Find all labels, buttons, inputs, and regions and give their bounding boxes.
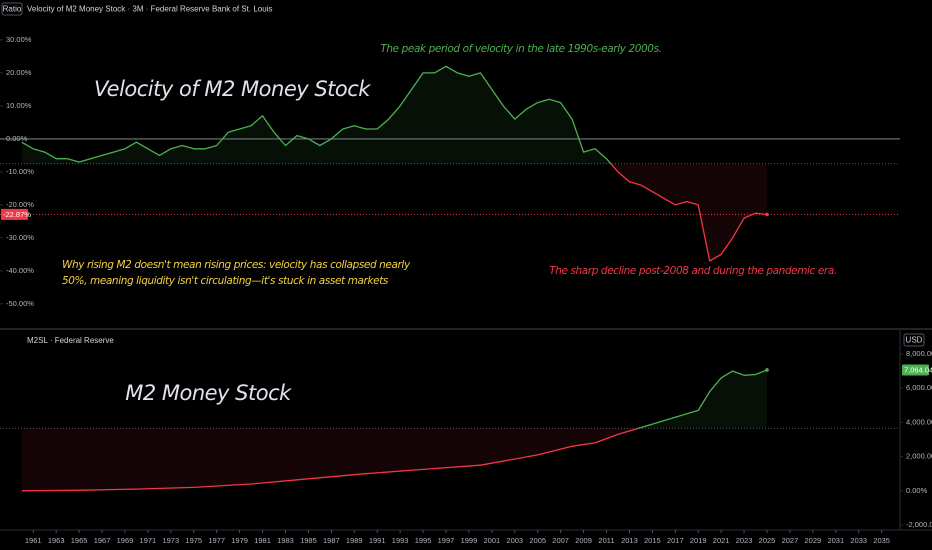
x-tick-label: 2023 — [736, 536, 753, 545]
pane-title: Velocity of M2 Money Stock · 3M · Federa… — [27, 5, 272, 14]
x-tick-label: 1995 — [415, 536, 432, 545]
y-tick-label: 4,000.00% — [906, 417, 932, 426]
x-tick-label: 1961 — [25, 536, 42, 545]
x-tick-label: 1981 — [254, 536, 271, 545]
y-tick-label: 30.00% — [6, 35, 32, 44]
x-tick-label: 2035 — [873, 536, 890, 545]
x-tick-label: 1993 — [392, 536, 409, 545]
x-tick-label: 2031 — [827, 536, 844, 545]
x-tick-label: 1999 — [461, 536, 478, 545]
x-tick-label: 1987 — [323, 536, 340, 545]
scale-label[interactable]: Ratio — [3, 5, 22, 14]
value-badge — [902, 364, 929, 376]
x-tick-label: 1973 — [162, 536, 179, 545]
x-tick-label: 1975 — [185, 536, 202, 545]
pane-title: M2SL · Federal Reserve — [27, 336, 114, 345]
currency-label[interactable]: USD — [906, 336, 923, 345]
value-label: -22.87% — [3, 210, 31, 219]
y-tick-label: 6,000.00% — [906, 383, 932, 392]
x-tick-label: 2033 — [850, 536, 867, 545]
y-tick-label: -50.00% — [6, 299, 34, 308]
area — [21, 66, 768, 261]
y-tick-label: 0.00% — [6, 134, 28, 143]
x-tick-label: 2021 — [713, 536, 730, 545]
annotation: The peak period of velocity in the late … — [380, 43, 661, 55]
x-tick-label: 1965 — [71, 536, 88, 545]
x-tick-label: 1989 — [346, 536, 363, 545]
value-label: 7,064.04% — [904, 365, 932, 374]
x-tick-label: 2029 — [805, 536, 822, 545]
y-tick-label: 8,000.00% — [906, 349, 932, 358]
y-tick-label: -10.00% — [6, 167, 34, 176]
x-tick-label: 2005 — [529, 536, 546, 545]
scale-button[interactable] — [1, 2, 23, 16]
currency-button[interactable] — [903, 333, 925, 347]
x-tick-label: 2001 — [484, 536, 501, 545]
last-point — [765, 368, 769, 372]
x-tick-label: 2011 — [598, 536, 614, 545]
y-tick-label: -40.00% — [6, 266, 34, 275]
x-tick-label: 2017 — [667, 536, 684, 545]
x-tick-label: 2015 — [644, 536, 661, 545]
x-tick-label: 1971 — [140, 536, 157, 545]
last-point — [765, 212, 769, 217]
x-tick-label: 2007 — [552, 536, 569, 545]
x-tick-label: 1997 — [438, 536, 455, 545]
x-tick-label: 2019 — [690, 536, 707, 545]
chart-label: Velocity of M2 Money Stock — [94, 77, 371, 101]
x-tick-label: 2009 — [575, 536, 592, 545]
y-tick-label: -30.00% — [6, 233, 34, 242]
y-tick-label: 0.00% — [906, 486, 928, 495]
line — [21, 369, 768, 492]
chart-label: M2 Money Stock — [125, 381, 292, 405]
x-tick-label: 1963 — [48, 536, 65, 545]
x-tick-label: 1977 — [208, 536, 225, 545]
y-tick-label: -2,000.00% — [906, 520, 932, 529]
x-tick-label: 2025 — [759, 536, 776, 545]
y-tick-label: 20.00% — [6, 68, 32, 77]
annotation: 50%, meaning liquidity isn't circulating… — [62, 275, 389, 287]
x-tick-label: 2013 — [621, 536, 638, 545]
y-tick-label: 10.00% — [6, 101, 32, 110]
x-tick-label: 1983 — [277, 536, 294, 545]
x-tick-label: 1985 — [300, 536, 317, 545]
y-tick-label: 2,000.00% — [906, 452, 932, 461]
x-tick-label: 2027 — [782, 536, 799, 545]
annotation: The sharp decline post-2008 and during t… — [549, 265, 837, 277]
line — [21, 65, 768, 262]
x-tick-label: 2003 — [506, 536, 523, 545]
x-tick-label: 1967 — [94, 536, 111, 545]
x-tick-label: 1991 — [369, 536, 386, 545]
area — [21, 370, 768, 491]
y-tick-label: -20.00% — [6, 200, 34, 209]
x-tick-label: 1979 — [231, 536, 248, 545]
annotation: Why rising M2 doesn't mean rising prices… — [62, 259, 411, 271]
value-badge — [1, 208, 28, 220]
x-tick-label: 1969 — [117, 536, 134, 545]
